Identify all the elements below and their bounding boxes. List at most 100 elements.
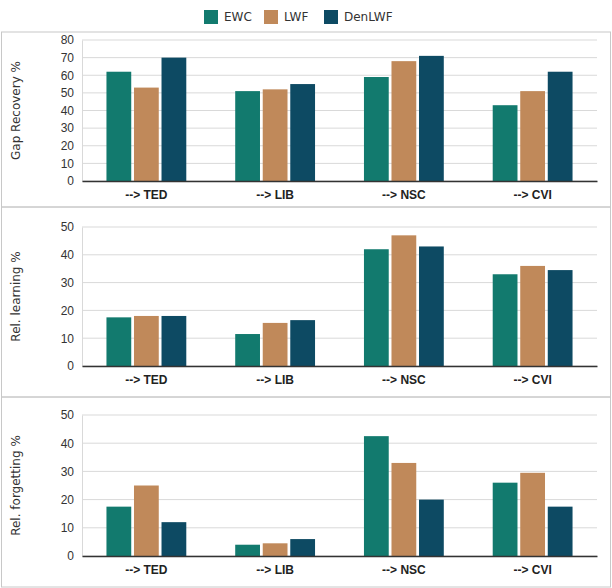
grid-line bbox=[82, 415, 597, 416]
bar bbox=[391, 61, 416, 181]
y-tick: 10 bbox=[61, 521, 82, 535]
x-tick: --> NSC bbox=[382, 556, 426, 577]
y-tick: 0 bbox=[67, 359, 82, 373]
y-axis: 01020304050 bbox=[61, 408, 83, 563]
bar bbox=[419, 246, 444, 366]
grid-line bbox=[82, 556, 597, 557]
x-tick: --> TED bbox=[125, 366, 168, 387]
bar bbox=[290, 539, 315, 556]
bar bbox=[290, 84, 315, 181]
bar bbox=[364, 436, 389, 556]
bar bbox=[162, 58, 187, 181]
y-tick: 40 bbox=[61, 104, 82, 118]
bar bbox=[263, 543, 288, 556]
bar bbox=[520, 266, 545, 366]
x-tick: --> TED bbox=[125, 181, 168, 202]
bars bbox=[106, 56, 572, 181]
y-tick: 0 bbox=[67, 174, 82, 188]
x-axis-line bbox=[83, 556, 598, 558]
y-tick-label: 20 bbox=[61, 139, 75, 153]
y-tick-label: 10 bbox=[61, 521, 75, 535]
y-tick-label: 0 bbox=[67, 174, 74, 188]
panel-frame bbox=[2, 32, 611, 207]
y-tick: 10 bbox=[61, 157, 82, 171]
y-axis-title: Rel. learning % bbox=[9, 251, 23, 341]
panel-frame bbox=[2, 207, 611, 397]
bar bbox=[106, 72, 131, 181]
y-tick: 60 bbox=[61, 69, 82, 83]
bar bbox=[106, 507, 131, 556]
grid-line bbox=[82, 145, 597, 146]
bar bbox=[235, 545, 260, 556]
x-tick-label: --> LIB bbox=[256, 563, 294, 577]
y-tick: 30 bbox=[61, 465, 82, 479]
x-axis: --> TED --> LIB --> NSC --> CVI bbox=[83, 556, 598, 577]
y-axis-line bbox=[82, 416, 83, 557]
bar bbox=[391, 235, 416, 366]
y-tick: 50 bbox=[61, 86, 82, 100]
grid-line bbox=[82, 40, 597, 41]
chart-root: 01020304050607080--> TED--> LIB--> NSC--… bbox=[0, 0, 612, 588]
bars bbox=[106, 436, 572, 556]
y-tick-label: 10 bbox=[61, 332, 75, 346]
y-tick-label: 40 bbox=[61, 248, 75, 262]
bar bbox=[235, 334, 260, 366]
grid-line bbox=[82, 471, 597, 472]
x-tick: --> LIB bbox=[256, 181, 294, 202]
y-axis: 01020304050 bbox=[61, 220, 83, 373]
x-tick-label: --> CVI bbox=[513, 563, 551, 577]
bars bbox=[106, 235, 572, 366]
x-tick: --> LIB bbox=[256, 366, 294, 387]
x-tick: --> CVI bbox=[513, 181, 551, 202]
y-tick-label: 20 bbox=[61, 493, 75, 507]
grid-line bbox=[82, 443, 597, 444]
grid-line bbox=[82, 128, 597, 129]
x-tick-label: --> CVI bbox=[513, 188, 551, 202]
y-tick: 30 bbox=[61, 276, 82, 290]
grid-line bbox=[82, 110, 597, 111]
legend-item: EWC bbox=[204, 10, 252, 24]
x-tick-label: --> LIB bbox=[256, 188, 294, 202]
x-tick-label: --> NSC bbox=[382, 188, 426, 202]
y-tick: 20 bbox=[61, 304, 82, 318]
bar bbox=[419, 56, 444, 181]
grid-line bbox=[82, 163, 597, 164]
legend-label: EWC bbox=[224, 10, 252, 24]
bar bbox=[106, 317, 131, 366]
grid-line bbox=[82, 254, 597, 255]
y-tick-label: 50 bbox=[61, 408, 75, 422]
bar bbox=[520, 91, 545, 181]
legend-swatch bbox=[264, 10, 278, 24]
y-tick-label: 0 bbox=[67, 549, 74, 563]
grid-line bbox=[82, 366, 597, 367]
bar bbox=[364, 249, 389, 366]
bar bbox=[548, 72, 573, 181]
y-tick-label: 40 bbox=[61, 104, 75, 118]
legend-swatch bbox=[324, 10, 338, 24]
x-tick-label: --> LIB bbox=[256, 373, 294, 387]
y-axis-title: Rel. forgetting % bbox=[9, 435, 23, 536]
bar bbox=[391, 463, 416, 556]
bar bbox=[162, 316, 187, 366]
x-axis-line bbox=[83, 181, 598, 183]
panel: 01020304050607080--> TED--> LIB--> NSC--… bbox=[61, 33, 598, 201]
bar bbox=[290, 320, 315, 366]
y-tick-label: 60 bbox=[61, 69, 75, 83]
y-tick-label: 0 bbox=[67, 359, 74, 373]
y-tick: 70 bbox=[61, 51, 82, 65]
bar bbox=[548, 507, 573, 556]
bar bbox=[493, 105, 518, 181]
bar bbox=[263, 323, 288, 366]
panel-frame bbox=[2, 397, 611, 587]
x-tick-label: --> NSC bbox=[382, 373, 426, 387]
legend-item: DenLWF bbox=[324, 10, 393, 24]
x-tick: --> TED bbox=[125, 556, 168, 577]
x-axis: --> TED --> LIB --> NSC --> CVI bbox=[83, 181, 598, 202]
bar bbox=[134, 486, 159, 557]
y-tick: 80 bbox=[61, 33, 82, 47]
bar bbox=[493, 274, 518, 366]
grid-line bbox=[82, 75, 597, 76]
y-axis-line bbox=[82, 228, 83, 367]
grid-line bbox=[82, 338, 597, 339]
y-tick-label: 30 bbox=[61, 276, 75, 290]
